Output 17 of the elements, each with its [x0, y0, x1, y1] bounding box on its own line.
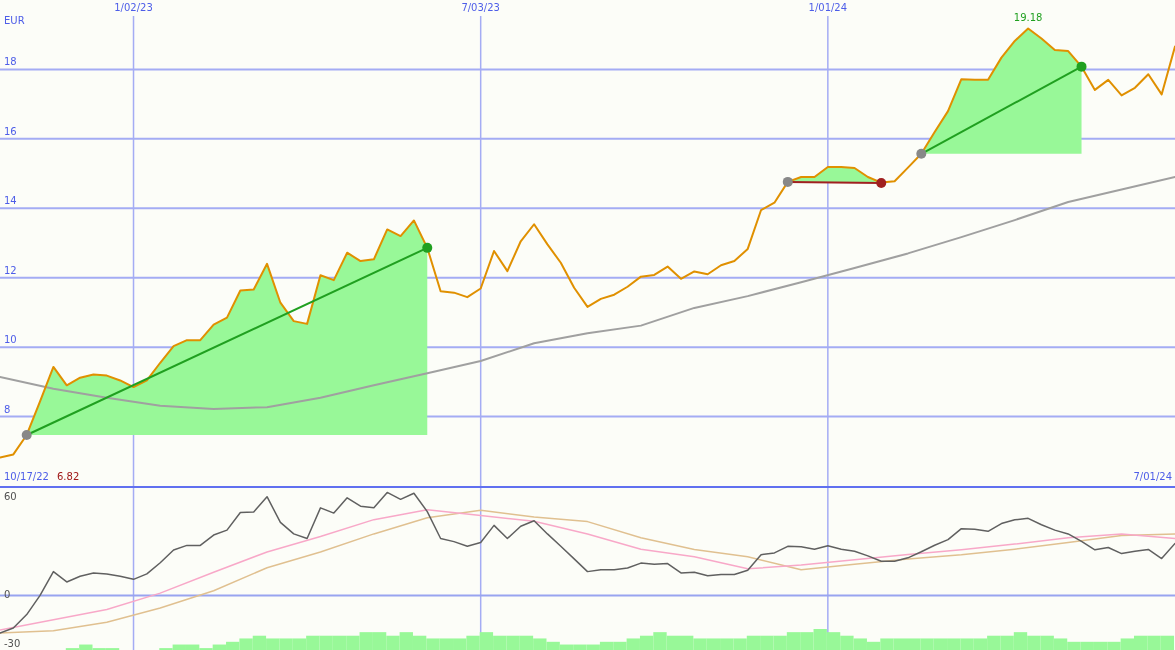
x-tick-label: 1/01/24	[808, 2, 848, 13]
y-tick-label: 12	[4, 264, 17, 276]
x-tick-label: 1/02/23	[114, 2, 153, 13]
y-tick-label: -30	[4, 638, 21, 649]
y-axis-title: EUR	[4, 15, 25, 26]
annotation: 7/01/24	[1133, 471, 1172, 482]
annotation: 19.18	[1013, 12, 1043, 24]
y-tick-label: 10	[4, 334, 17, 346]
y-tick-label: 0	[4, 589, 11, 601]
y-tick-label: 18	[4, 56, 17, 68]
y-tick-label: 8	[4, 403, 11, 415]
annotation: 6.82	[57, 471, 80, 482]
y-tick-label: 14	[4, 195, 17, 207]
y-tick-label: 16	[4, 125, 17, 137]
x-tick-label: 7/03/23	[461, 2, 500, 13]
y-tick-label: 60	[4, 491, 17, 503]
annotation: 10/17/22	[4, 471, 49, 482]
